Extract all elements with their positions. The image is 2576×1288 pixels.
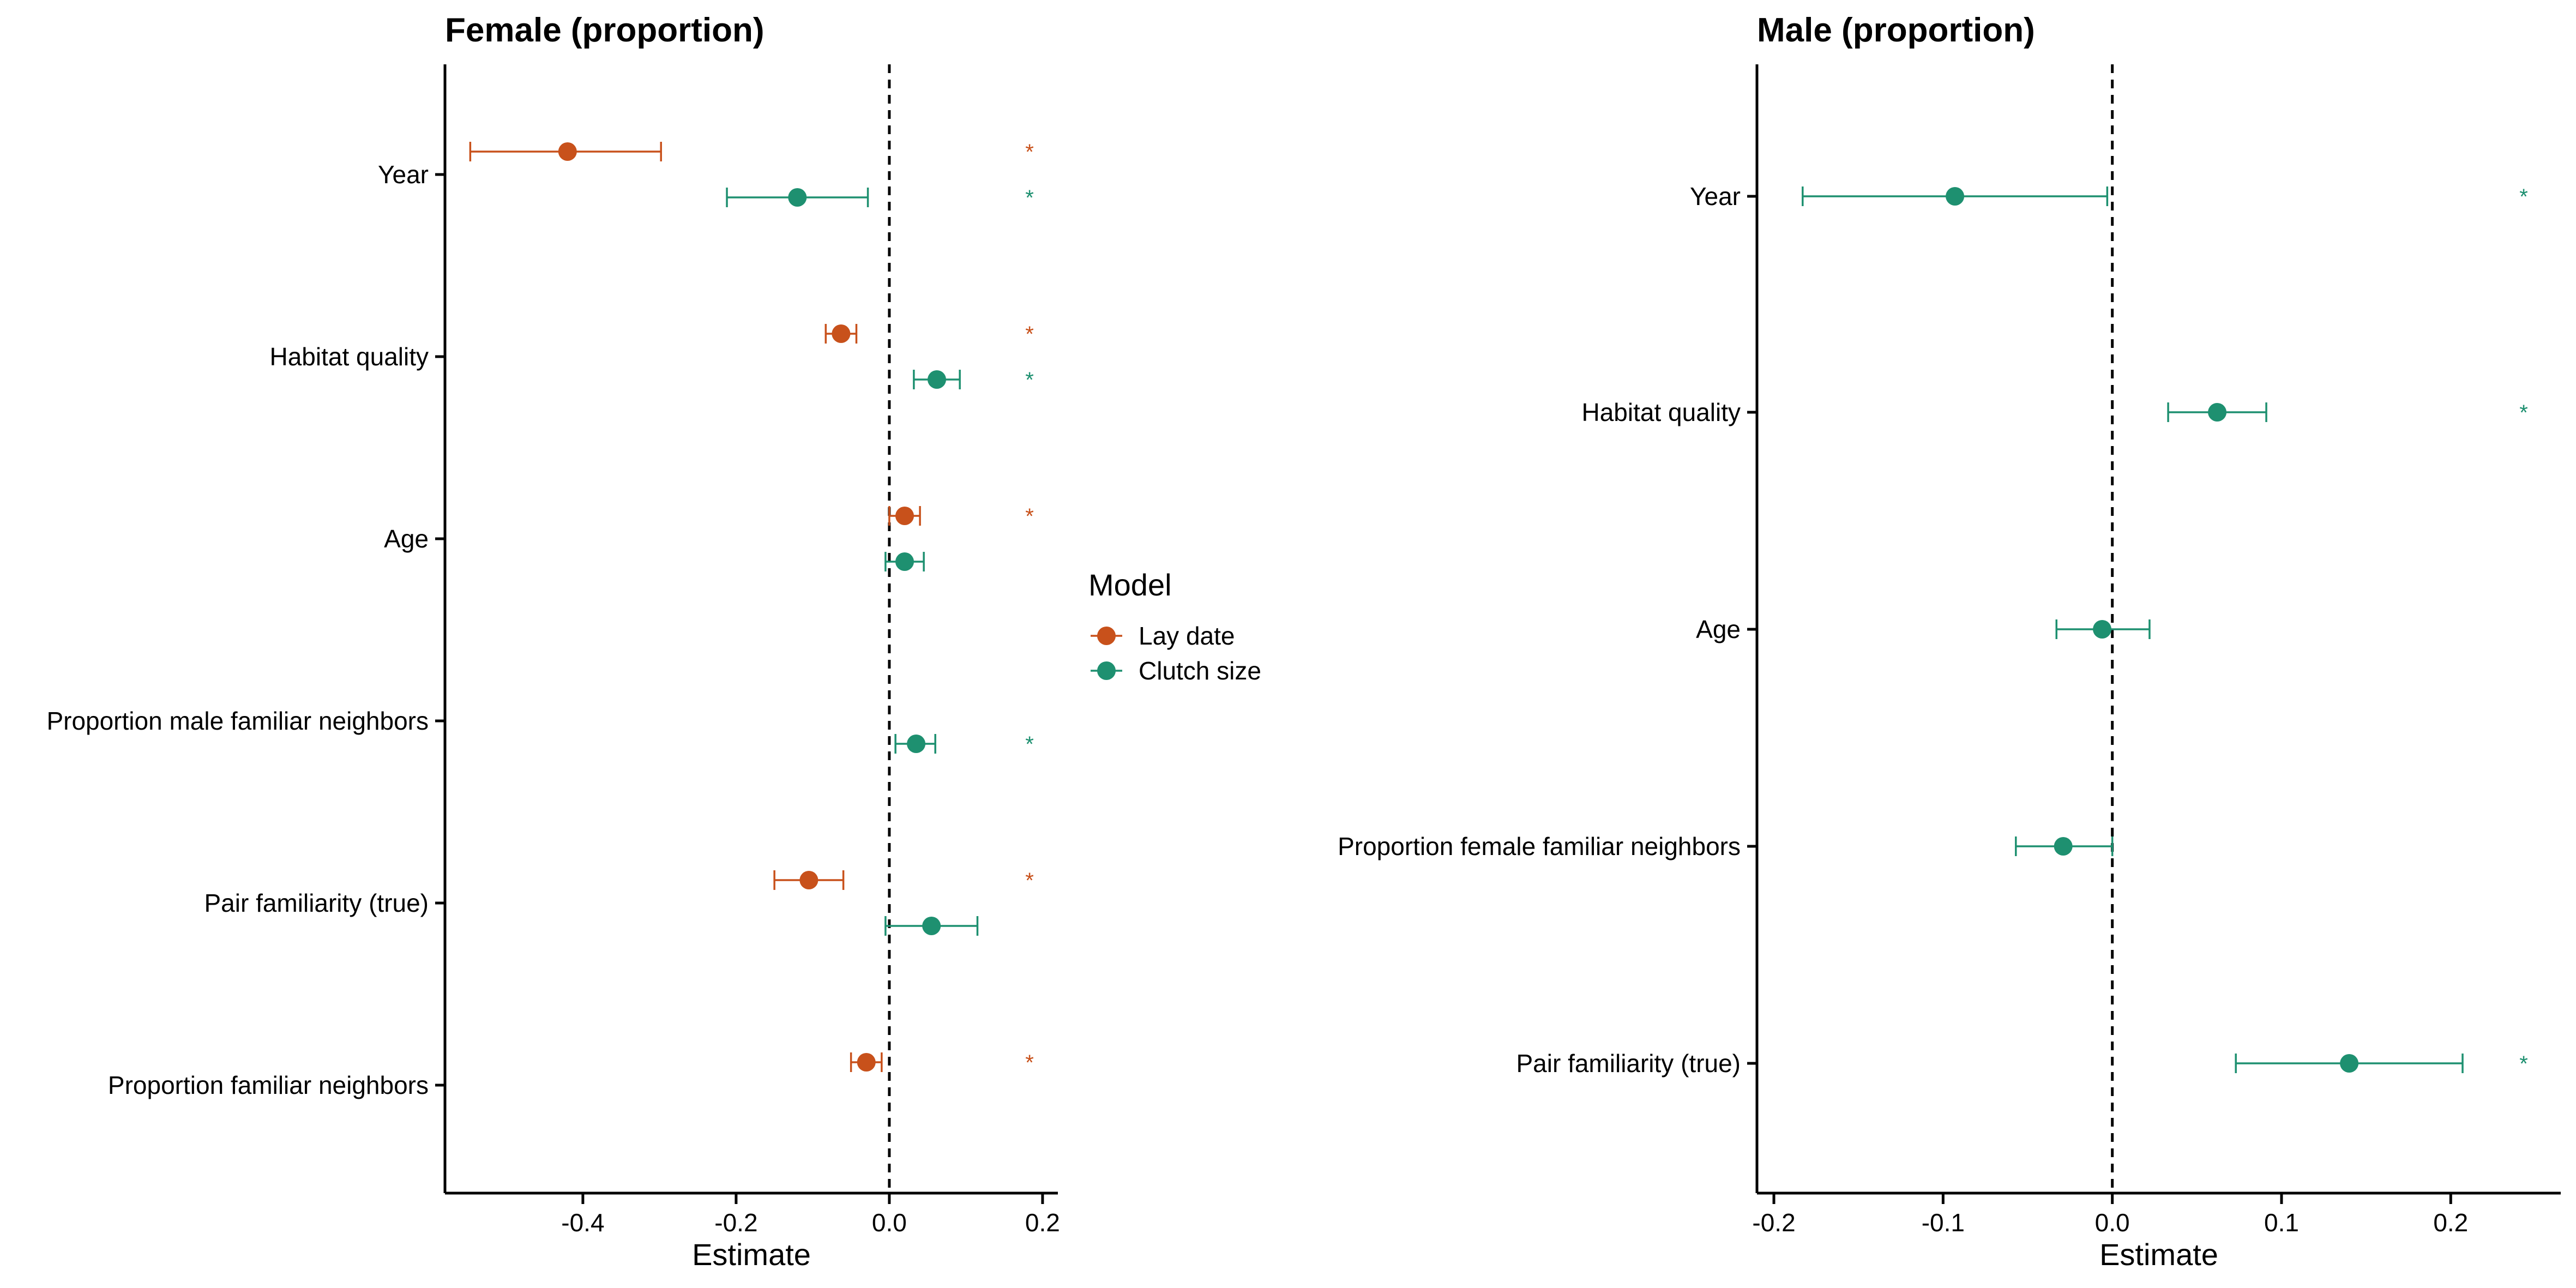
male-y-label: Habitat quality: [1582, 398, 1741, 426]
female-point-group: *: [726, 186, 1034, 210]
female-y-label: Pair familiarity (true): [204, 889, 429, 917]
significance-asterisk: *: [1025, 368, 1034, 392]
female-y-label: Proportion male familiar neighbors: [46, 707, 429, 735]
male-x-tick-label: -0.1: [1922, 1208, 1965, 1237]
legend-key-point: [1097, 627, 1116, 645]
female-y-label: Proportion familiar neighbors: [108, 1071, 429, 1099]
significance-asterisk: *: [2519, 185, 2528, 209]
female-x-axis-title: Estimate: [692, 1237, 811, 1272]
male-point-group: *: [2167, 401, 2528, 425]
female-point-group: *: [913, 368, 1034, 392]
estimate-point: [558, 142, 577, 161]
female-x-tick-label: 0.0: [872, 1208, 907, 1237]
significance-asterisk: *: [2519, 401, 2528, 425]
female-y-label: Habitat quality: [270, 342, 429, 371]
significance-asterisk: *: [1025, 140, 1034, 164]
male-x-tick-label: 0.1: [2264, 1208, 2299, 1237]
male-x-axis-title: Estimate: [2099, 1237, 2218, 1272]
female-point-group: *: [824, 322, 1034, 346]
estimate-point: [2093, 620, 2112, 639]
estimate-point: [2054, 837, 2073, 856]
female-x-tick-label: -0.2: [714, 1208, 757, 1237]
female-point-group: [884, 916, 979, 936]
significance-asterisk: *: [2519, 1052, 2528, 1076]
estimate-point: [788, 188, 807, 207]
legend-item: Clutch size: [1091, 657, 1261, 685]
significance-asterisk: *: [1025, 186, 1034, 210]
legend-key-point: [1097, 661, 1116, 680]
legend-item: Lay date: [1091, 622, 1235, 650]
male-point-group: *: [2235, 1052, 2528, 1076]
female-point-group: *: [894, 732, 1034, 756]
male-y-label: Pair familiarity (true): [1516, 1049, 1741, 1078]
estimate-point: [857, 1053, 876, 1072]
legend-item-label: Lay date: [1139, 622, 1235, 650]
male-y-label: Year: [1690, 182, 1741, 210]
male-y-label: Age: [1696, 615, 1741, 643]
estimate-point: [832, 324, 851, 343]
male-x-tick-label: 0.2: [2433, 1208, 2468, 1237]
female-point-group: *: [888, 504, 1034, 528]
estimate-point: [895, 552, 914, 571]
estimate-point: [799, 871, 818, 889]
female-y-label: Year: [378, 160, 429, 189]
female-x-tick-label: 0.2: [1025, 1208, 1060, 1237]
legend-item-label: Clutch size: [1139, 657, 1261, 685]
estimate-point: [2208, 403, 2227, 422]
estimate-point: [907, 735, 926, 753]
female-panel-title: Female (proportion): [445, 11, 765, 49]
significance-asterisk: *: [1025, 869, 1034, 893]
estimate-point: [1946, 187, 1965, 206]
male-point-group: [2055, 619, 2151, 639]
estimate-point: [2340, 1054, 2359, 1073]
male-x-tick-label: 0.0: [2095, 1208, 2130, 1237]
legend: Model Lay date Clutch size: [1088, 568, 1261, 685]
female-y-label: Age: [384, 525, 429, 553]
female-point-group: [884, 552, 925, 571]
female-point-group: *: [469, 140, 1034, 164]
female-x-tick-label: -0.4: [561, 1208, 604, 1237]
significance-asterisk: *: [1025, 1051, 1034, 1075]
male-panel: Male (proportion) -0.2 -0.1 0.0 0.1 0.2 Estima…: [1338, 11, 2561, 1272]
estimate-point: [928, 370, 947, 389]
estimate-point: [922, 917, 941, 935]
male-y-label: Proportion female familiar neighbors: [1338, 832, 1741, 860]
significance-asterisk: *: [1025, 322, 1034, 346]
male-panel-title: Male (proportion): [1757, 11, 2035, 49]
male-point-group: *: [1802, 185, 2528, 209]
significance-asterisk: *: [1025, 732, 1034, 756]
male-point-group: [2015, 836, 2114, 856]
male-x-tick-label: -0.2: [1752, 1208, 1795, 1237]
estimate-point: [895, 507, 914, 525]
female-point-group: *: [850, 1051, 1034, 1075]
significance-asterisk: *: [1025, 504, 1034, 528]
female-point-group: *: [773, 869, 1034, 893]
legend-title: Model: [1088, 568, 1172, 602]
female-panel: Female (proportion) -0.4 -0.2 0.0 0.2 Estimat…: [46, 11, 1060, 1272]
